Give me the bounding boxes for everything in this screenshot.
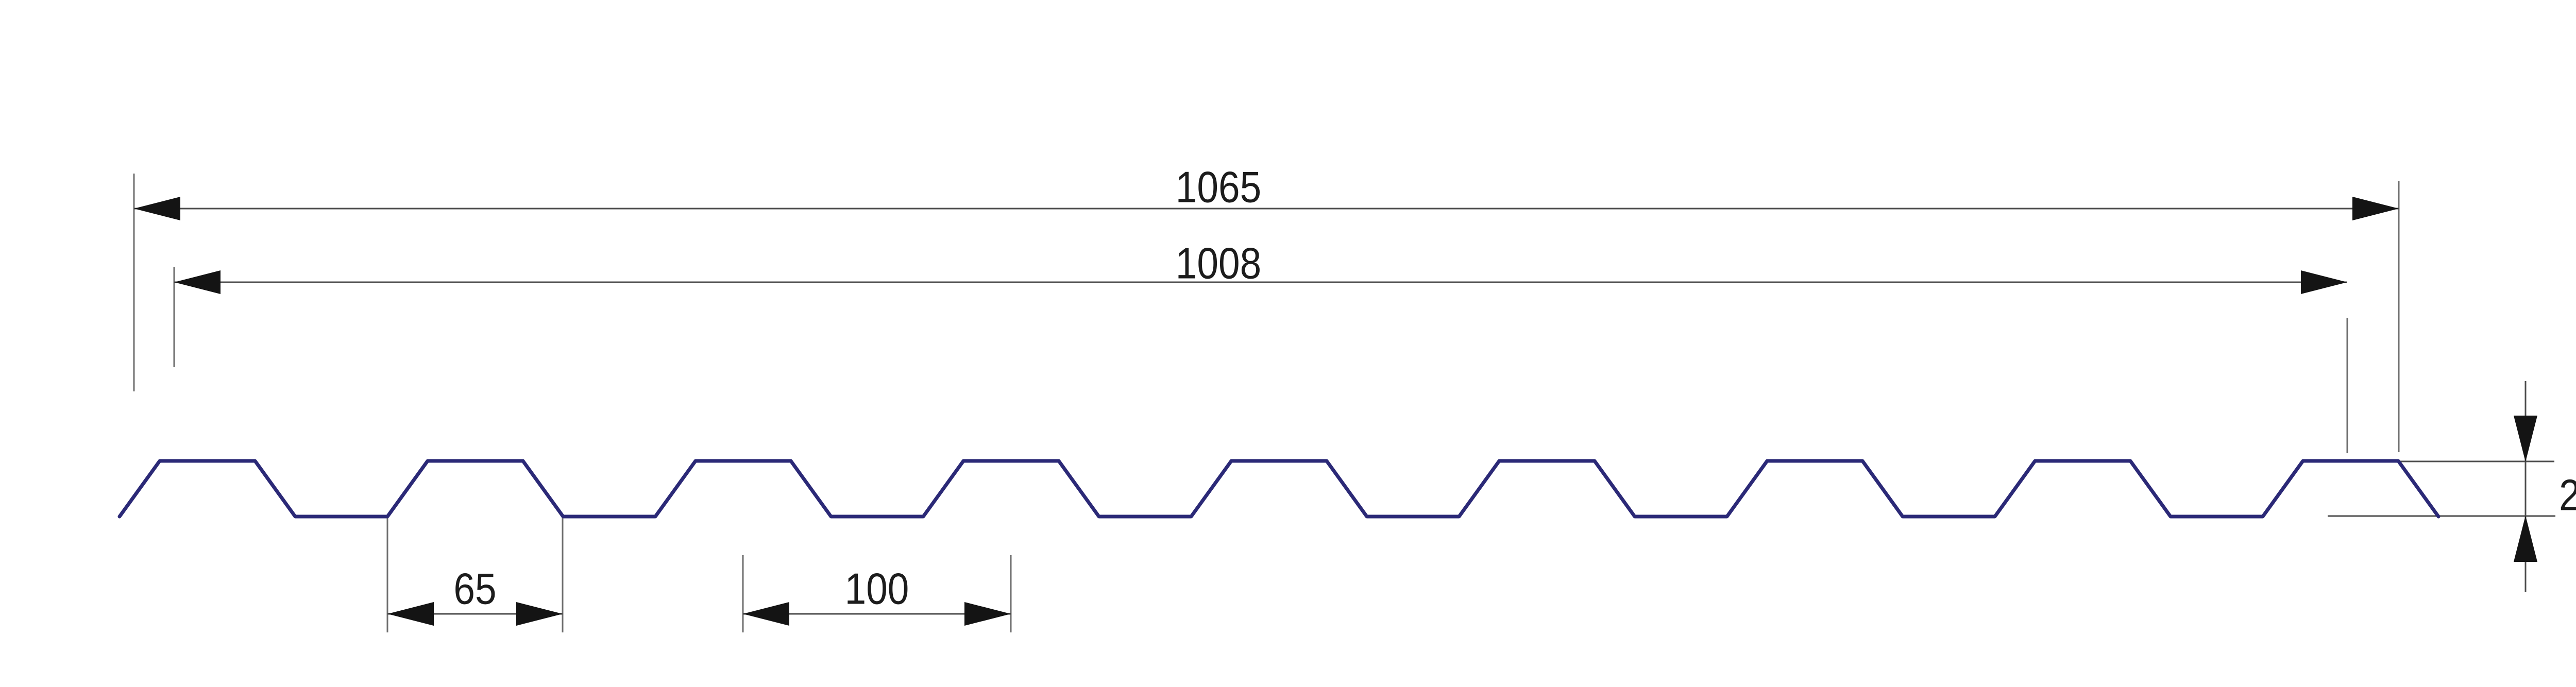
dimension-arrow-rib_base_width-left — [387, 602, 434, 626]
dimension-label-rib-base-width: 65 — [453, 564, 497, 614]
dimension-arrow-height-top — [2514, 416, 2537, 462]
dimension-arrow-useful_width-right — [2301, 270, 2347, 294]
dimension-label-height: 21 мм — [2559, 474, 2576, 518]
dimension-arrow-pitch-left — [743, 602, 789, 626]
dimension-label-overall-width: 1065 — [1175, 163, 1262, 212]
dimension-arrow-pitch-right — [964, 602, 1011, 626]
dimension-arrow-overall_width-left — [134, 197, 180, 220]
dimension-arrow-overall_width-right — [2352, 197, 2399, 220]
dimension-label-useful-width: 1008 — [1175, 239, 1262, 288]
dimension-arrow-height-bottom — [2514, 516, 2537, 562]
dimension-arrow-rib_base_width-right — [516, 602, 563, 626]
dimension-arrow-useful_width-left — [174, 270, 221, 294]
dimension-label-pitch: 100 — [844, 564, 909, 614]
sheet-profile-outline — [117, 459, 2441, 519]
